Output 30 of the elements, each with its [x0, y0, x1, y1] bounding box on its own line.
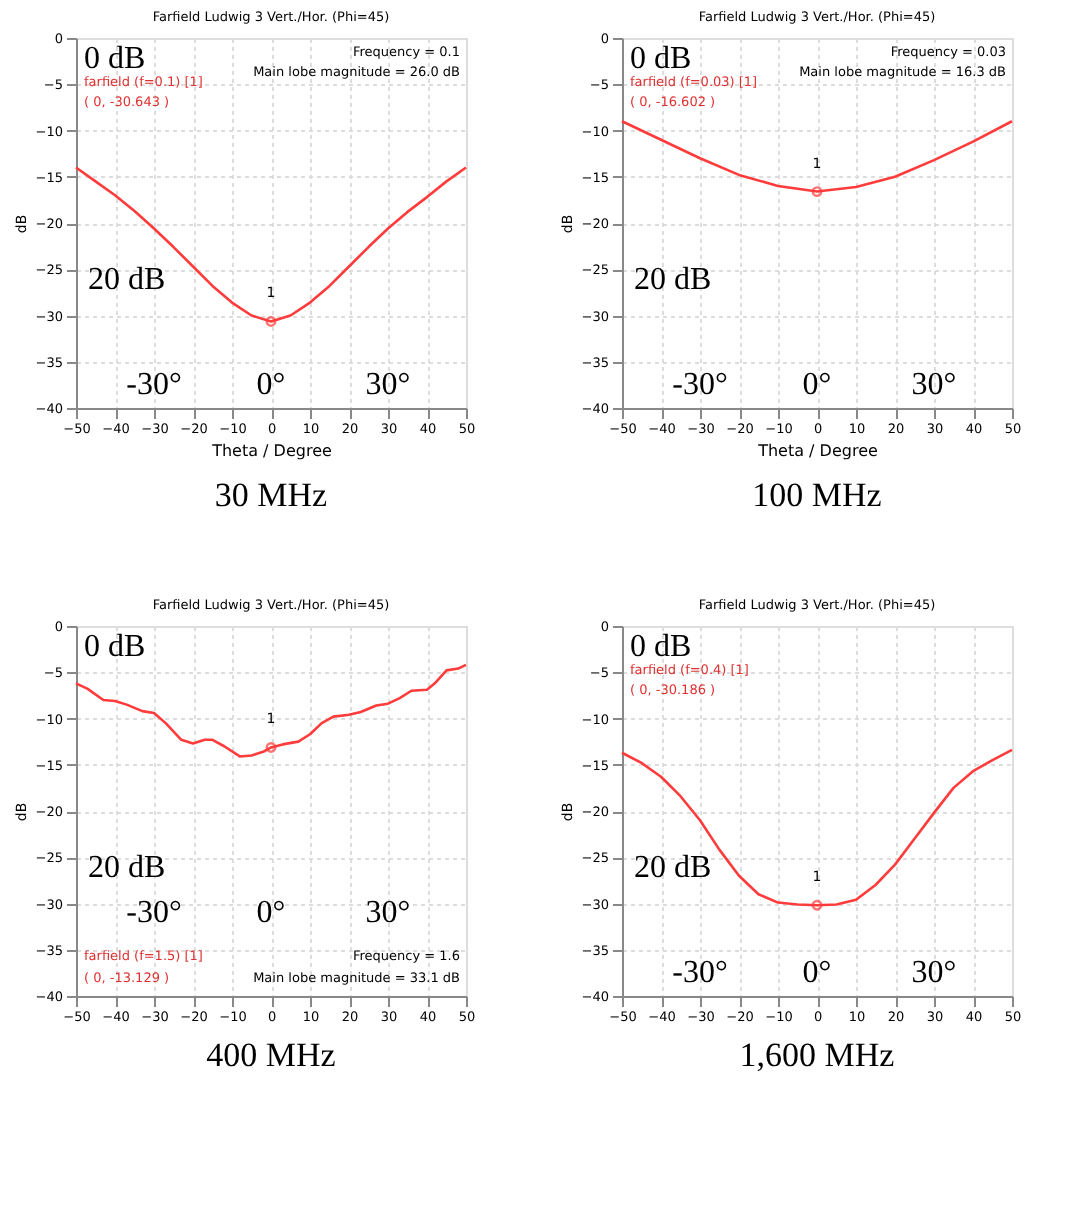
annotation: 0°: [256, 896, 286, 930]
annotation: 20 dB: [88, 262, 166, 297]
line-series: [620, 119, 1014, 193]
annotation: -30°: [672, 368, 728, 402]
annotation: 30°: [365, 896, 411, 930]
annotation: 0 dB: [84, 630, 146, 664]
line-series: [74, 663, 468, 758]
annotation: 0°: [802, 368, 832, 402]
line-series: [620, 748, 1014, 907]
annotation: 0°: [802, 956, 832, 990]
annotation: -30°: [672, 956, 728, 990]
annotation: 0 dB: [630, 630, 692, 664]
text: 1,600 MHz: [739, 1036, 896, 1074]
annotation: 30°: [365, 368, 411, 402]
annotation: 0 dB: [84, 42, 146, 76]
x-axis-title: Theta / Degree: [210, 442, 332, 460]
annotation: 20 dB: [634, 850, 712, 885]
text: 30 MHz: [214, 476, 329, 514]
text: 400 MHz: [206, 1036, 337, 1074]
text: 100 MHz: [752, 476, 883, 514]
annotation: 30°: [911, 956, 957, 990]
x-axis-title: Theta / Degree: [756, 442, 878, 460]
annotation: 30°: [911, 368, 957, 402]
annotation: 20 dB: [634, 262, 712, 297]
line-series: [74, 166, 468, 323]
annotation: 20 dB: [88, 850, 166, 885]
annotation: -30°: [126, 368, 182, 402]
annotation: -30°: [126, 896, 182, 930]
annotation: 0 dB: [630, 42, 692, 76]
annotation: 0°: [256, 368, 286, 402]
